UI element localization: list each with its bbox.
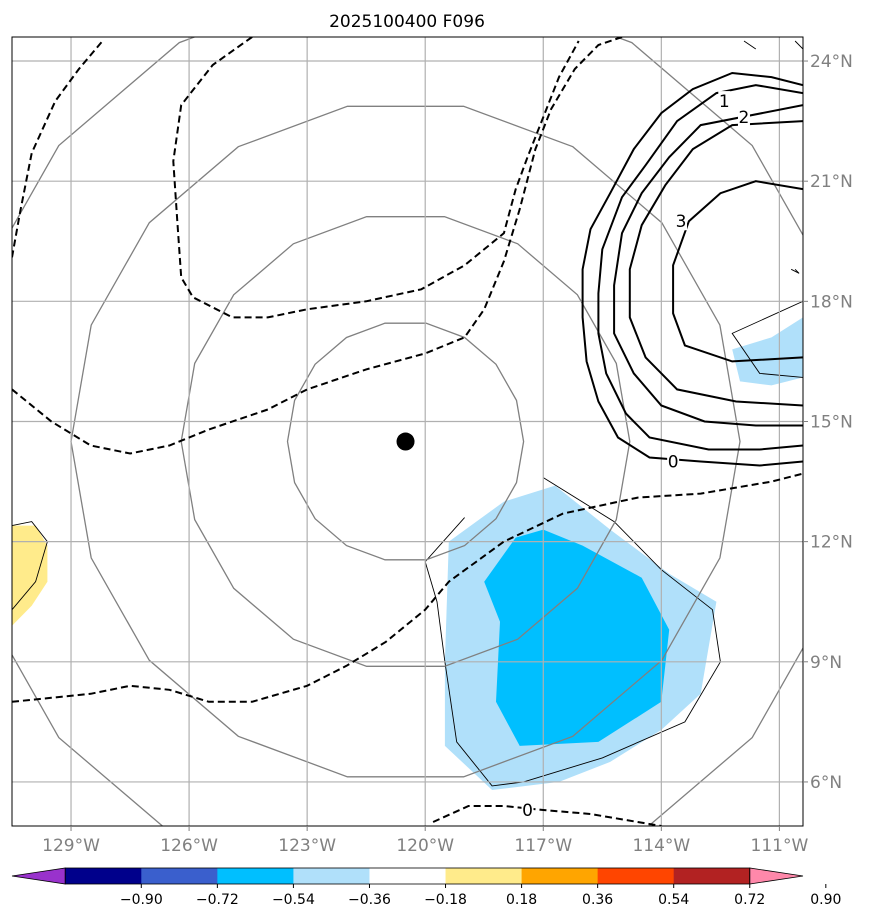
contour-label-backdrop	[718, 91, 731, 111]
latitude-tick-label: 6°N	[810, 773, 842, 793]
range-ring	[286, 322, 525, 561]
thin-outline	[790, 268, 800, 274]
contour-label-backdrop	[675, 211, 688, 231]
colorbar: −0.90 −0.72 −0.54 −0.36 −0.18 0.18 0.36 0.54 0.7…	[11, 867, 841, 908]
colorbar-tick-label: −0.36	[348, 892, 391, 908]
dashed-contour	[172, 37, 580, 319]
colorbar-tick-label: −0.18	[424, 892, 467, 908]
thin-outline	[794, 40, 803, 50]
plot-area: 0 12 3 0	[12, 37, 803, 826]
anomaly-region	[12, 525, 48, 626]
contour-label-backdrop	[667, 451, 680, 471]
longitude-tick-label: 126°W	[160, 836, 218, 856]
latitude-tick-label: 15°N	[810, 412, 853, 432]
colorbar-segment	[65, 868, 142, 884]
axis-tick-layer: 129°W 126°W 123°W 120°W 117°W 114°W 111°W 24°N 2…	[42, 52, 853, 856]
colorbar-tick-label: −0.54	[272, 892, 315, 908]
solid-contour	[672, 180, 803, 363]
contour-label: 0	[522, 801, 533, 821]
contour-label-backdrop	[737, 107, 750, 127]
longitude-tick-label: 117°W	[514, 836, 572, 856]
contour-label-layer: 0 12 3 0	[521, 91, 750, 821]
storm-center-marker	[396, 432, 415, 451]
chart-title: 2025100400 F096	[329, 12, 485, 32]
contour-label: 3	[676, 212, 687, 232]
longitude-tick-label: 120°W	[396, 836, 454, 856]
solid-contour	[613, 104, 803, 427]
thin-outline	[731, 300, 803, 378]
colorbar-segment	[673, 868, 751, 884]
colorbar-tick-label: −0.72	[196, 892, 239, 908]
solid-contour	[628, 120, 803, 407]
colorbar-tick-label: 0.18	[506, 892, 537, 908]
range-ring-layer	[12, 37, 803, 826]
dashed-contour	[12, 37, 623, 455]
colorbar-segment	[597, 868, 675, 884]
anomaly-fill-layer	[12, 317, 803, 790]
anomaly-region	[732, 317, 803, 386]
colorbar-tick-label: 0.54	[658, 892, 689, 908]
range-ring	[12, 37, 803, 826]
colorbar-tick-label: −0.90	[120, 892, 163, 908]
thin-outline	[424, 477, 721, 787]
colorbar-extend-high	[749, 867, 804, 885]
colorbar-segment	[445, 868, 523, 884]
colorbar-segment	[141, 868, 218, 884]
contour-label: 0	[668, 453, 679, 473]
colorbar-segment	[217, 868, 294, 884]
longitude-tick-label: 111°W	[751, 836, 809, 856]
dashed-contour	[12, 472, 803, 703]
storm-center-layer	[396, 432, 415, 451]
latitude-tick-label: 21°N	[810, 172, 853, 192]
plot-frame	[11, 36, 804, 827]
longitude-tick-label: 114°W	[632, 836, 690, 856]
colorbar-segment	[369, 868, 447, 884]
colorbar-segment	[521, 868, 599, 884]
latitude-tick-label: 24°N	[810, 52, 853, 72]
contour-label: 1	[719, 92, 730, 112]
colorbar-segment	[293, 868, 370, 884]
solid-contour	[597, 84, 803, 451]
colorbar-frame	[64, 867, 751, 885]
anomaly-region	[484, 529, 670, 746]
contour-label: 2	[739, 108, 750, 128]
dashed-contour	[12, 40, 104, 258]
contour-layer	[12, 37, 803, 826]
colorbar-tick-label: 0.72	[734, 892, 765, 908]
longitude-tick-label: 129°W	[42, 836, 100, 856]
thin-outline	[743, 40, 757, 50]
longitude-tick-label: 123°W	[278, 836, 336, 856]
solid-contour	[581, 71, 803, 467]
dashed-contour	[432, 805, 662, 826]
colorbar-tick-label: 0.36	[582, 892, 613, 908]
latitude-tick-label: 18°N	[810, 292, 853, 312]
latitude-tick-label: 9°N	[810, 653, 842, 673]
colorbar-tick-label: 0.90	[810, 892, 841, 908]
colorbar-extend-low	[11, 867, 66, 885]
latitude-tick-label: 12°N	[810, 533, 853, 553]
contour-label-backdrop	[521, 799, 534, 819]
